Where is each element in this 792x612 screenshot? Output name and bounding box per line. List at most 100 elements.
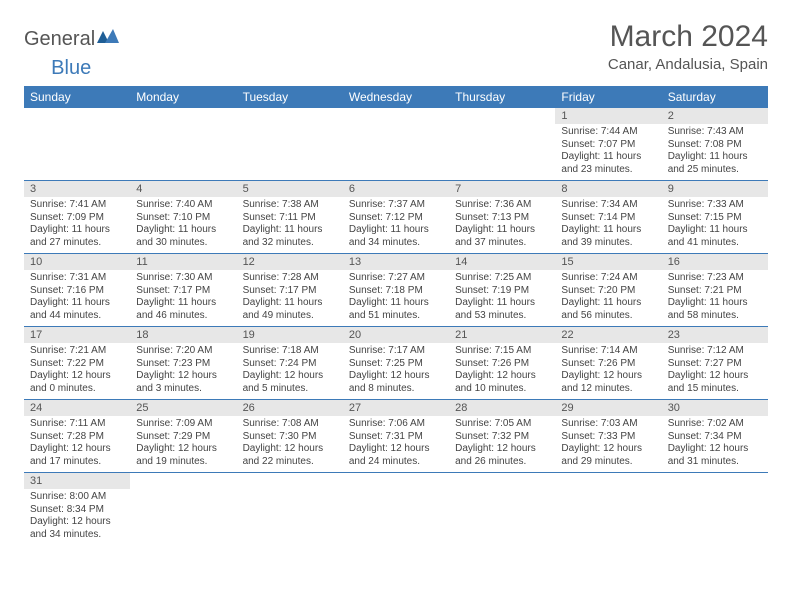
empty-cell xyxy=(343,473,449,546)
sunrise-text: Sunrise: 7:30 AM xyxy=(136,272,230,285)
sunrise-text: Sunrise: 7:17 AM xyxy=(349,345,443,358)
daylight-text: Daylight: 12 hours and 19 minutes. xyxy=(136,443,230,468)
daylight-text: Daylight: 12 hours and 24 minutes. xyxy=(349,443,443,468)
day-details: Sunrise: 7:21 AMSunset: 7:22 PMDaylight:… xyxy=(24,343,130,399)
day-cell: 19Sunrise: 7:18 AMSunset: 7:24 PMDayligh… xyxy=(237,327,343,400)
empty-cell xyxy=(130,473,236,546)
sunset-text: Sunset: 7:32 PM xyxy=(455,431,549,444)
day-cell: 20Sunrise: 7:17 AMSunset: 7:25 PMDayligh… xyxy=(343,327,449,400)
day-number: 26 xyxy=(237,400,343,416)
weekday-monday: Monday xyxy=(130,86,236,108)
sunset-text: Sunset: 7:30 PM xyxy=(243,431,337,444)
day-details: Sunrise: 7:18 AMSunset: 7:24 PMDaylight:… xyxy=(237,343,343,399)
day-details: Sunrise: 7:44 AMSunset: 7:07 PMDaylight:… xyxy=(555,124,661,180)
day-details: Sunrise: 8:00 AMSunset: 8:34 PMDaylight:… xyxy=(24,489,130,545)
day-cell: 9Sunrise: 7:33 AMSunset: 7:15 PMDaylight… xyxy=(662,181,768,254)
daylight-text: Daylight: 11 hours and 30 minutes. xyxy=(136,224,230,249)
day-cell: 13Sunrise: 7:27 AMSunset: 7:18 PMDayligh… xyxy=(343,254,449,327)
day-details: Sunrise: 7:14 AMSunset: 7:26 PMDaylight:… xyxy=(555,343,661,399)
day-cell: 1Sunrise: 7:44 AMSunset: 7:07 PMDaylight… xyxy=(555,108,661,181)
sunset-text: Sunset: 7:14 PM xyxy=(561,212,655,225)
day-details: Sunrise: 7:11 AMSunset: 7:28 PMDaylight:… xyxy=(24,416,130,472)
sunset-text: Sunset: 7:25 PM xyxy=(349,358,443,371)
day-number: 2 xyxy=(662,108,768,124)
day-number: 22 xyxy=(555,327,661,343)
day-cell: 8Sunrise: 7:34 AMSunset: 7:14 PMDaylight… xyxy=(555,181,661,254)
daylight-text: Daylight: 12 hours and 3 minutes. xyxy=(136,370,230,395)
sunrise-text: Sunrise: 7:21 AM xyxy=(30,345,124,358)
daylight-text: Daylight: 11 hours and 32 minutes. xyxy=(243,224,337,249)
sunset-text: Sunset: 7:08 PM xyxy=(668,139,762,152)
daylight-text: Daylight: 12 hours and 17 minutes. xyxy=(30,443,124,468)
day-cell: 2Sunrise: 7:43 AMSunset: 7:08 PMDaylight… xyxy=(662,108,768,181)
week-row: 17Sunrise: 7:21 AMSunset: 7:22 PMDayligh… xyxy=(24,327,768,400)
sunrise-text: Sunrise: 7:02 AM xyxy=(668,418,762,431)
sunrise-text: Sunrise: 7:28 AM xyxy=(243,272,337,285)
sunset-text: Sunset: 7:07 PM xyxy=(561,139,655,152)
daylight-text: Daylight: 12 hours and 12 minutes. xyxy=(561,370,655,395)
day-number: 8 xyxy=(555,181,661,197)
daylight-text: Daylight: 11 hours and 46 minutes. xyxy=(136,297,230,322)
sunrise-text: Sunrise: 7:34 AM xyxy=(561,199,655,212)
day-number: 18 xyxy=(130,327,236,343)
day-details: Sunrise: 7:12 AMSunset: 7:27 PMDaylight:… xyxy=(662,343,768,399)
day-details: Sunrise: 7:08 AMSunset: 7:30 PMDaylight:… xyxy=(237,416,343,472)
day-number: 28 xyxy=(449,400,555,416)
day-details: Sunrise: 7:05 AMSunset: 7:32 PMDaylight:… xyxy=(449,416,555,472)
sunset-text: Sunset: 7:33 PM xyxy=(561,431,655,444)
daylight-text: Daylight: 12 hours and 22 minutes. xyxy=(243,443,337,468)
day-number: 4 xyxy=(130,181,236,197)
day-number: 30 xyxy=(662,400,768,416)
day-details: Sunrise: 7:02 AMSunset: 7:34 PMDaylight:… xyxy=(662,416,768,472)
sunset-text: Sunset: 7:22 PM xyxy=(30,358,124,371)
day-cell: 5Sunrise: 7:38 AMSunset: 7:11 PMDaylight… xyxy=(237,181,343,254)
day-details: Sunrise: 7:15 AMSunset: 7:26 PMDaylight:… xyxy=(449,343,555,399)
sunset-text: Sunset: 7:10 PM xyxy=(136,212,230,225)
day-details: Sunrise: 7:31 AMSunset: 7:16 PMDaylight:… xyxy=(24,270,130,326)
day-details: Sunrise: 7:09 AMSunset: 7:29 PMDaylight:… xyxy=(130,416,236,472)
sunset-text: Sunset: 7:12 PM xyxy=(349,212,443,225)
daylight-text: Daylight: 11 hours and 34 minutes. xyxy=(349,224,443,249)
weekday-row: SundayMondayTuesdayWednesdayThursdayFrid… xyxy=(24,86,768,108)
sunrise-text: Sunrise: 7:40 AM xyxy=(136,199,230,212)
sunrise-text: Sunrise: 7:43 AM xyxy=(668,126,762,139)
sunrise-text: Sunrise: 8:00 AM xyxy=(30,491,124,504)
brand-word2: Blue xyxy=(51,57,91,80)
day-details: Sunrise: 7:41 AMSunset: 7:09 PMDaylight:… xyxy=(24,197,130,253)
daylight-text: Daylight: 11 hours and 51 minutes. xyxy=(349,297,443,322)
day-number: 7 xyxy=(449,181,555,197)
day-number: 17 xyxy=(24,327,130,343)
calendar-table: SundayMondayTuesdayWednesdayThursdayFrid… xyxy=(24,86,768,545)
daylight-text: Daylight: 12 hours and 29 minutes. xyxy=(561,443,655,468)
day-cell: 31Sunrise: 8:00 AMSunset: 8:34 PMDayligh… xyxy=(24,473,130,546)
week-row: 1Sunrise: 7:44 AMSunset: 7:07 PMDaylight… xyxy=(24,108,768,181)
day-details: Sunrise: 7:17 AMSunset: 7:25 PMDaylight:… xyxy=(343,343,449,399)
sunset-text: Sunset: 7:09 PM xyxy=(30,212,124,225)
sunset-text: Sunset: 7:21 PM xyxy=(668,285,762,298)
day-details: Sunrise: 7:33 AMSunset: 7:15 PMDaylight:… xyxy=(662,197,768,253)
sunrise-text: Sunrise: 7:38 AM xyxy=(243,199,337,212)
daylight-text: Daylight: 11 hours and 39 minutes. xyxy=(561,224,655,249)
daylight-text: Daylight: 11 hours and 58 minutes. xyxy=(668,297,762,322)
day-details: Sunrise: 7:28 AMSunset: 7:17 PMDaylight:… xyxy=(237,270,343,326)
daylight-text: Daylight: 12 hours and 10 minutes. xyxy=(455,370,549,395)
sunset-text: Sunset: 7:34 PM xyxy=(668,431,762,444)
day-cell: 7Sunrise: 7:36 AMSunset: 7:13 PMDaylight… xyxy=(449,181,555,254)
day-cell: 25Sunrise: 7:09 AMSunset: 7:29 PMDayligh… xyxy=(130,400,236,473)
sunrise-text: Sunrise: 7:09 AM xyxy=(136,418,230,431)
daylight-text: Daylight: 11 hours and 41 minutes. xyxy=(668,224,762,249)
day-number: 29 xyxy=(555,400,661,416)
day-details: Sunrise: 7:03 AMSunset: 7:33 PMDaylight:… xyxy=(555,416,661,472)
week-row: 31Sunrise: 8:00 AMSunset: 8:34 PMDayligh… xyxy=(24,473,768,546)
weekday-saturday: Saturday xyxy=(662,86,768,108)
sunset-text: Sunset: 7:28 PM xyxy=(30,431,124,444)
week-row: 3Sunrise: 7:41 AMSunset: 7:09 PMDaylight… xyxy=(24,181,768,254)
day-details: Sunrise: 7:38 AMSunset: 7:11 PMDaylight:… xyxy=(237,197,343,253)
daylight-text: Daylight: 11 hours and 23 minutes. xyxy=(561,151,655,176)
day-number: 10 xyxy=(24,254,130,270)
daylight-text: Daylight: 11 hours and 27 minutes. xyxy=(30,224,124,249)
sunrise-text: Sunrise: 7:20 AM xyxy=(136,345,230,358)
weekday-sunday: Sunday xyxy=(24,86,130,108)
day-details: Sunrise: 7:34 AMSunset: 7:14 PMDaylight:… xyxy=(555,197,661,253)
daylight-text: Daylight: 12 hours and 26 minutes. xyxy=(455,443,549,468)
